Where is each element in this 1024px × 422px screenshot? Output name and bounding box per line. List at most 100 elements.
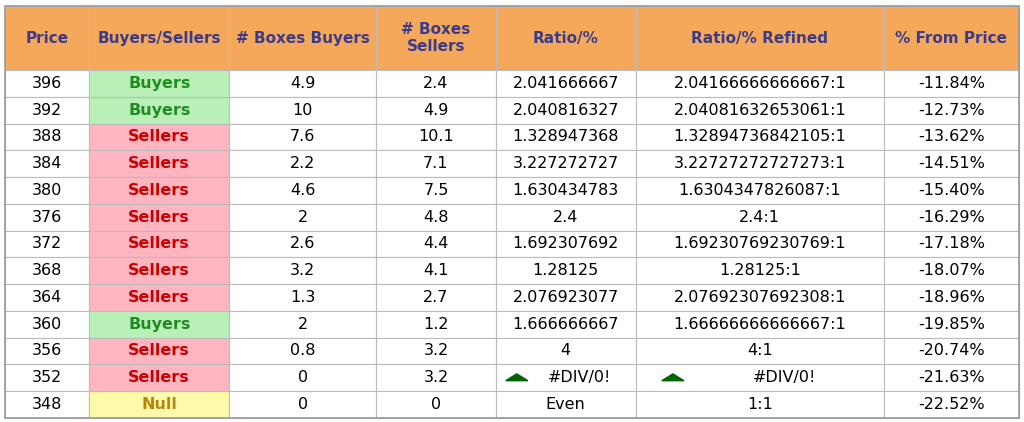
Text: 2.04166666666667:1: 2.04166666666667:1: [674, 76, 846, 91]
Bar: [636, 230, 884, 257]
Bar: [496, 124, 636, 150]
Text: 3.2: 3.2: [423, 344, 449, 358]
Text: 2: 2: [298, 316, 308, 332]
Text: 0.8: 0.8: [290, 344, 315, 358]
Text: 3.2: 3.2: [290, 263, 315, 278]
Bar: [376, 6, 496, 70]
Text: 1.692307692: 1.692307692: [513, 236, 618, 252]
Text: 380: 380: [32, 183, 62, 198]
Bar: [636, 6, 884, 70]
Text: #DIV/0!: #DIV/0!: [753, 370, 816, 385]
Bar: [884, 338, 1019, 364]
Text: 1.66666666666667:1: 1.66666666666667:1: [674, 316, 846, 332]
Text: 2.7: 2.7: [423, 290, 449, 305]
Bar: [376, 70, 496, 97]
Text: -19.85%: -19.85%: [919, 316, 985, 332]
Bar: [5, 124, 89, 150]
Bar: [5, 177, 89, 204]
Bar: [636, 338, 884, 364]
Text: Ratio/% Refined: Ratio/% Refined: [691, 31, 828, 46]
Bar: [89, 6, 229, 70]
Text: 2.07692307692308:1: 2.07692307692308:1: [674, 290, 846, 305]
Text: # Boxes Buyers: # Boxes Buyers: [236, 31, 370, 46]
Bar: [5, 284, 89, 311]
Text: -17.18%: -17.18%: [918, 236, 985, 252]
Bar: [229, 6, 376, 70]
Text: -20.74%: -20.74%: [919, 344, 985, 358]
Text: 364: 364: [32, 290, 62, 305]
Bar: [496, 284, 636, 311]
Text: 2.076923077: 2.076923077: [513, 290, 618, 305]
Text: Sellers: Sellers: [128, 130, 190, 144]
Bar: [884, 257, 1019, 284]
Bar: [376, 204, 496, 230]
Text: Sellers: Sellers: [128, 290, 190, 305]
Bar: [229, 70, 376, 97]
Bar: [496, 6, 636, 70]
Bar: [229, 338, 376, 364]
Text: 3.227272727: 3.227272727: [513, 156, 618, 171]
Text: 2: 2: [298, 210, 308, 225]
Text: 4: 4: [561, 344, 570, 358]
Text: 1.666666667: 1.666666667: [512, 316, 618, 332]
Text: 360: 360: [32, 316, 62, 332]
Text: Buyers: Buyers: [128, 103, 190, 118]
Polygon shape: [662, 374, 684, 381]
Bar: [636, 124, 884, 150]
Text: 4.6: 4.6: [290, 183, 315, 198]
Text: 4.9: 4.9: [423, 103, 449, 118]
Text: 1.630434783: 1.630434783: [513, 183, 618, 198]
Text: 352: 352: [32, 370, 62, 385]
Text: 1.32894736842105:1: 1.32894736842105:1: [674, 130, 846, 144]
Text: -16.29%: -16.29%: [919, 210, 985, 225]
Bar: [5, 364, 89, 391]
Bar: [5, 150, 89, 177]
Bar: [884, 97, 1019, 124]
Text: 2.4: 2.4: [553, 210, 579, 225]
Bar: [376, 230, 496, 257]
Bar: [5, 257, 89, 284]
Bar: [376, 97, 496, 124]
Text: 384: 384: [32, 156, 62, 171]
Bar: [376, 177, 496, 204]
Bar: [5, 338, 89, 364]
Text: -18.07%: -18.07%: [919, 263, 985, 278]
Bar: [496, 364, 636, 391]
Bar: [5, 311, 89, 338]
Bar: [636, 257, 884, 284]
Bar: [229, 364, 376, 391]
Text: 3.22727272727273:1: 3.22727272727273:1: [674, 156, 846, 171]
Bar: [496, 230, 636, 257]
Bar: [229, 230, 376, 257]
Bar: [496, 391, 636, 418]
Bar: [5, 204, 89, 230]
Text: 1.28125:1: 1.28125:1: [719, 263, 801, 278]
Text: 372: 372: [32, 236, 62, 252]
Bar: [636, 177, 884, 204]
Bar: [496, 177, 636, 204]
Bar: [496, 97, 636, 124]
Text: # Boxes
Sellers: # Boxes Sellers: [401, 22, 471, 54]
Text: Sellers: Sellers: [128, 236, 190, 252]
Bar: [496, 338, 636, 364]
Bar: [496, 150, 636, 177]
Text: 10.1: 10.1: [418, 130, 454, 144]
Text: 0: 0: [431, 397, 441, 412]
Text: 396: 396: [32, 76, 62, 91]
Text: Even: Even: [546, 397, 586, 412]
Bar: [229, 311, 376, 338]
Bar: [636, 97, 884, 124]
Bar: [884, 124, 1019, 150]
Text: -11.84%: -11.84%: [918, 76, 985, 91]
Bar: [376, 150, 496, 177]
Text: Null: Null: [141, 397, 177, 412]
Bar: [376, 311, 496, 338]
Text: 4:1: 4:1: [746, 344, 773, 358]
Bar: [229, 257, 376, 284]
Bar: [884, 230, 1019, 257]
Bar: [884, 284, 1019, 311]
Text: 4.9: 4.9: [290, 76, 315, 91]
Text: Sellers: Sellers: [128, 370, 190, 385]
Bar: [89, 338, 229, 364]
Bar: [376, 257, 496, 284]
